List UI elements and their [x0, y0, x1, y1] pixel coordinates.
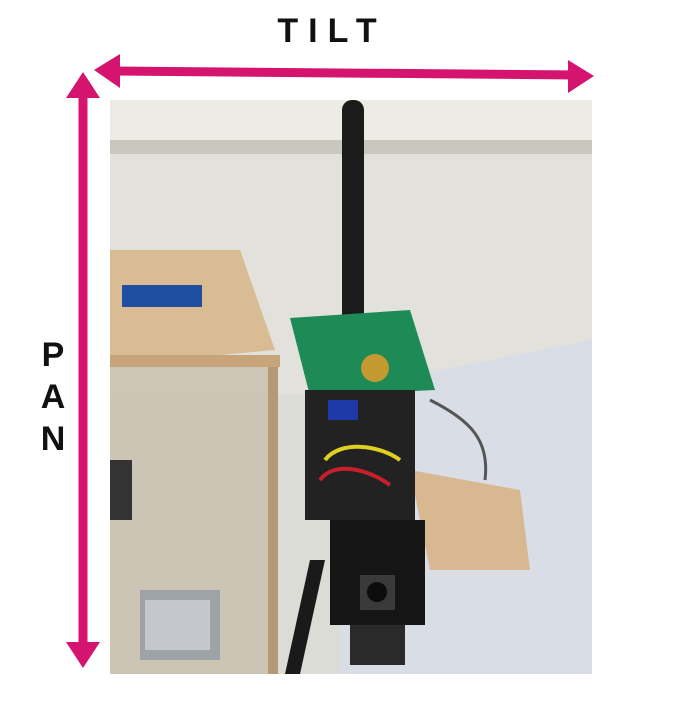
device-photo [110, 100, 592, 674]
tilt-arrow [94, 54, 594, 93]
tilt-label: TILT [277, 12, 387, 50]
pan-letter-n: N [40, 420, 66, 458]
pan-label: P A N [38, 334, 68, 460]
pan-arrow [66, 72, 100, 668]
pan-letter-p: P [41, 336, 65, 374]
pan-letter-a: A [40, 378, 66, 416]
